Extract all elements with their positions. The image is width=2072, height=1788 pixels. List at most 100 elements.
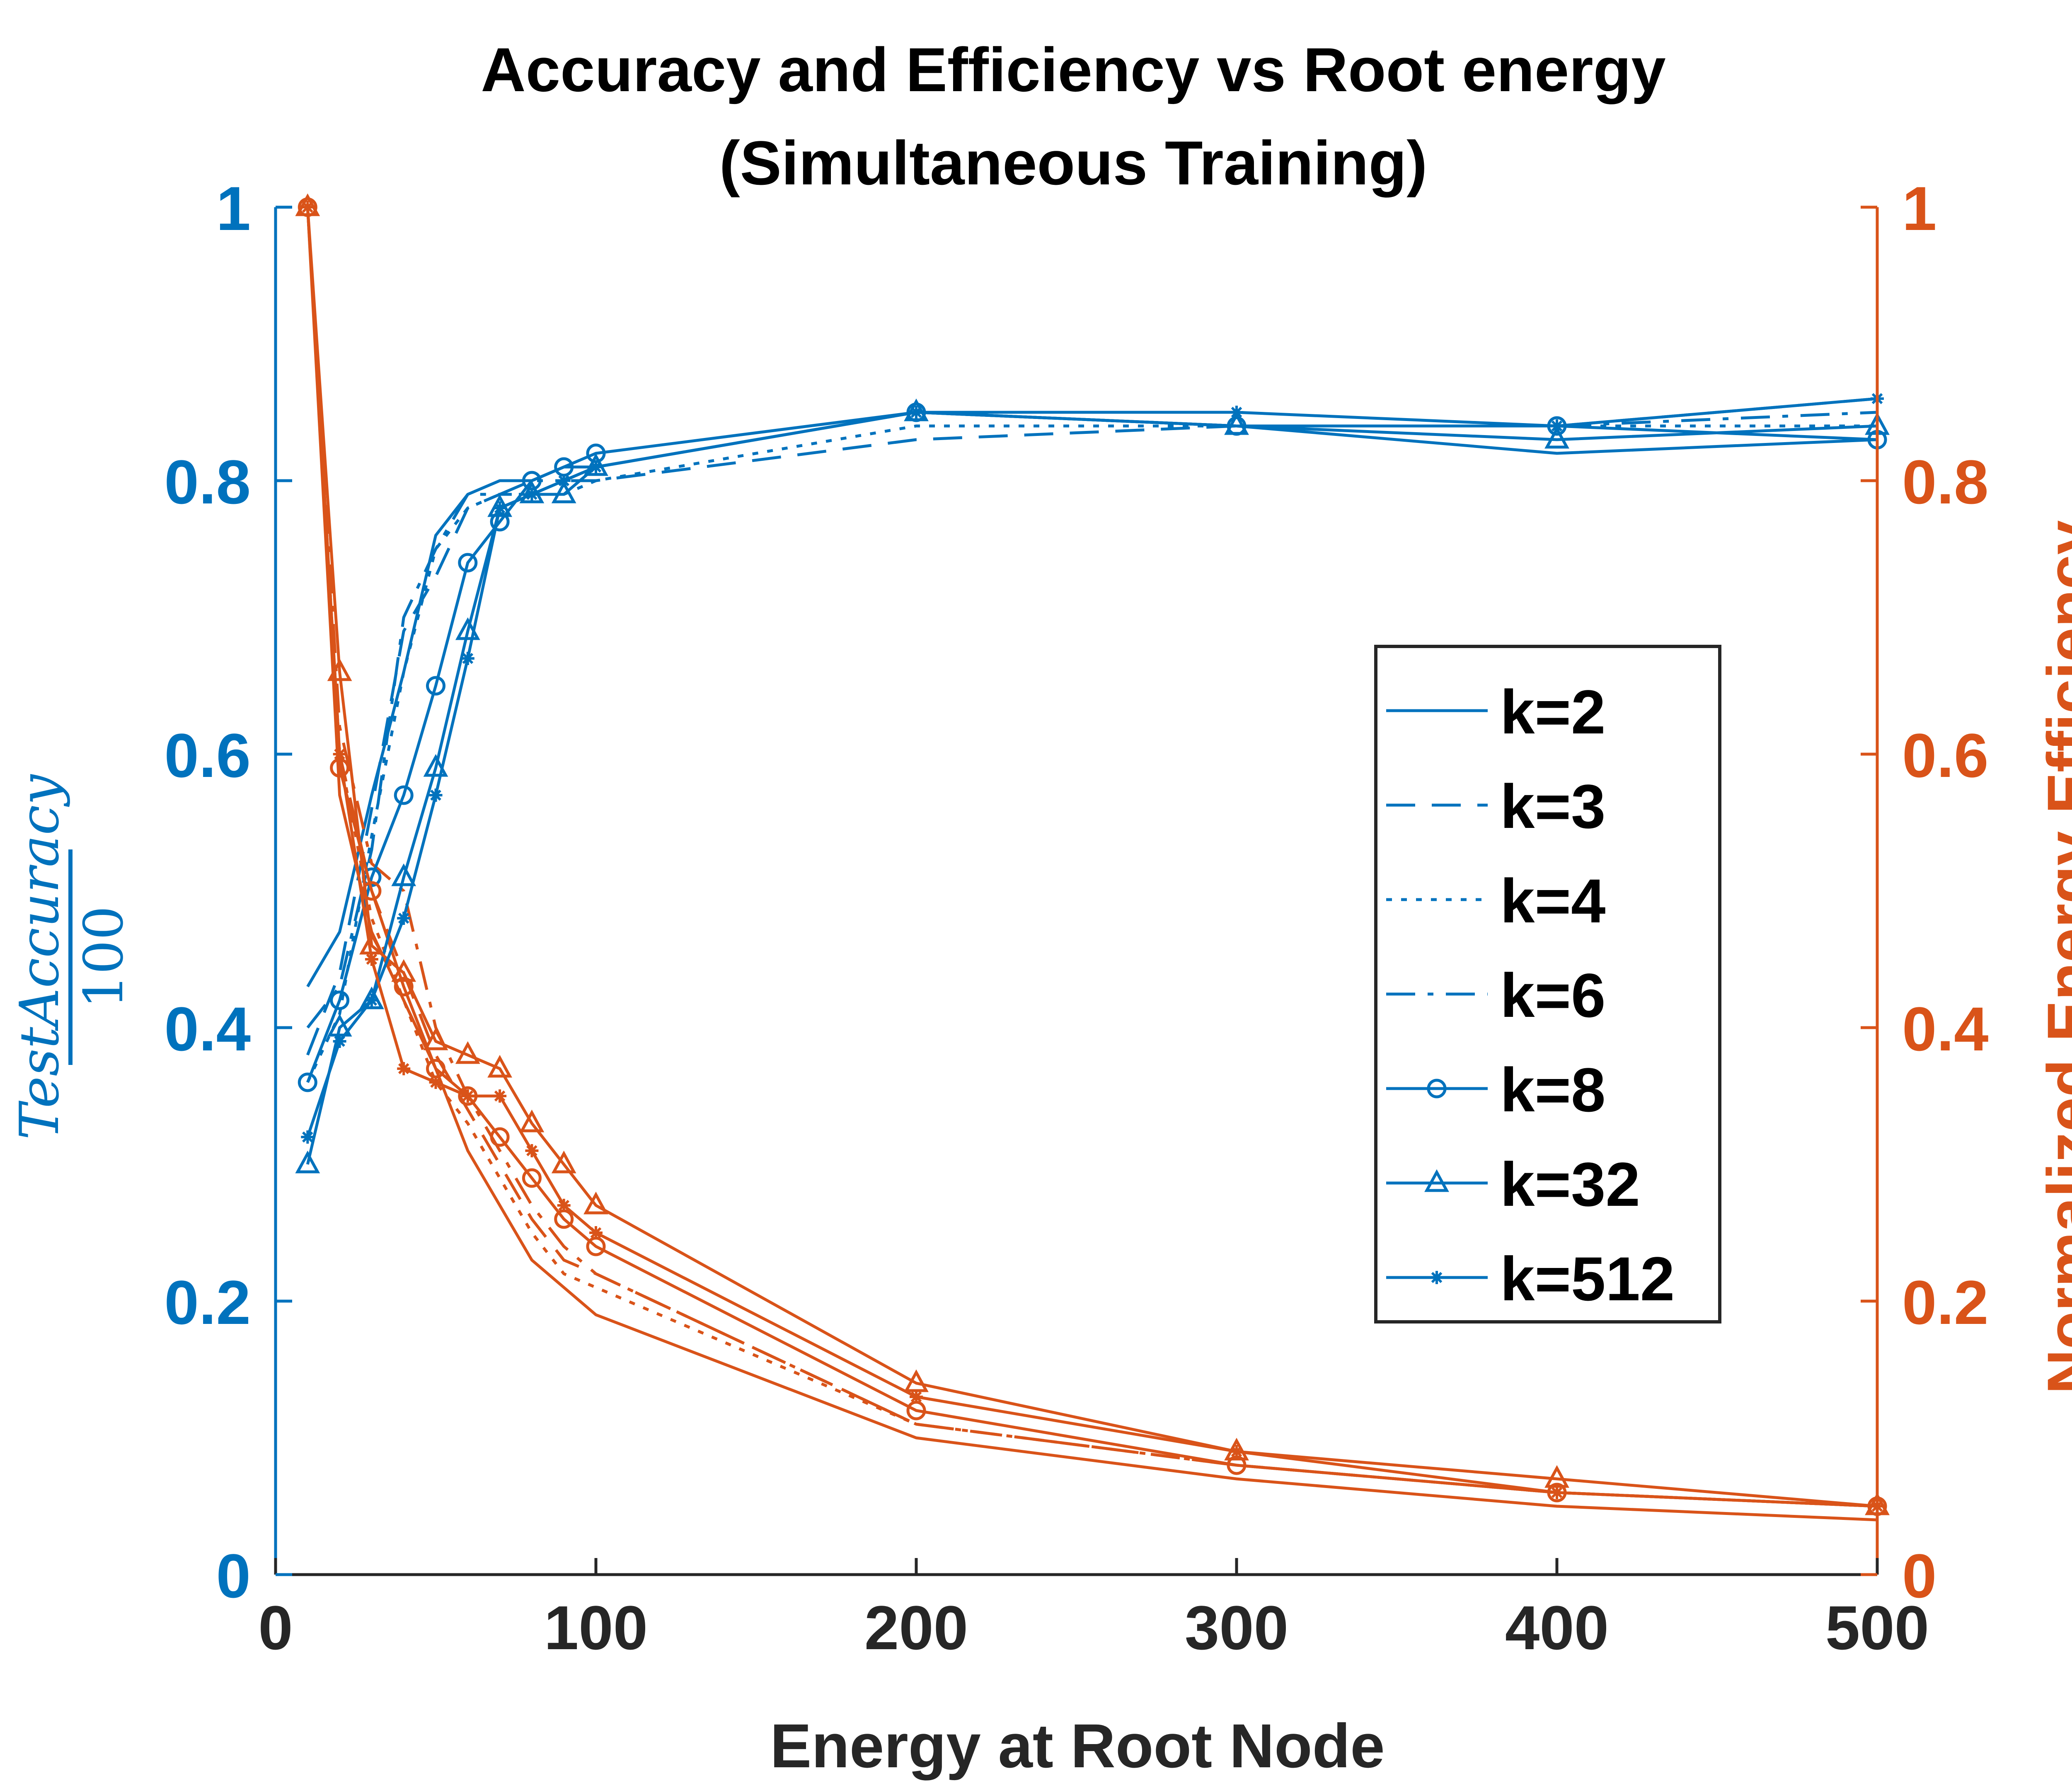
legend-label-k512: k=512 [1500, 1244, 1675, 1314]
legend-marker-k512-stroke [1431, 1272, 1443, 1283]
y-right-tick-label: 1 [1902, 174, 1936, 243]
efficiency-line-k32 [306, 207, 1878, 1508]
y-axis-left-label-numerator: TestAccuracy [8, 774, 71, 1140]
accuracy-marker-k512-stroke [526, 489, 537, 500]
efficiency-line-k8 [306, 207, 1878, 1508]
efficiency-marker-k512-stroke [910, 1391, 922, 1403]
accuracy-marker-k8 [298, 1072, 317, 1092]
efficiency-marker-k512-stroke [334, 748, 345, 760]
y-right-tick-label: 0.2 [1902, 1268, 1989, 1337]
accuracy-marker-k512-stroke [366, 994, 378, 1006]
legend-marker-k512 [1430, 1271, 1443, 1284]
accuracy-marker-k512-stroke [462, 653, 474, 664]
accuracy-marker-k512 [589, 460, 603, 474]
legend: k=2 k=3 k=4 k=6 k=8 k=32 k=512 [1374, 645, 1721, 1323]
legend-box [1374, 645, 1721, 1323]
efficiency-marker-k512 [1550, 1486, 1564, 1499]
accuracy-marker-k512-stroke [430, 789, 441, 801]
efficiency-marker-k8 [394, 977, 414, 997]
accuracy-marker-k512 [557, 474, 571, 487]
x-axis-label: Energy at Root Node [770, 1711, 1385, 1781]
efficiency-marker-k32 [455, 1041, 480, 1064]
efficiency-marker-k512-stroke [494, 1090, 506, 1102]
legend-label-k4: k=4 [1500, 866, 1605, 936]
accuracy-line-k3 [306, 397, 1878, 1056]
efficiency-marker-k512 [525, 1144, 539, 1157]
accuracy-marker-k512 [525, 488, 539, 501]
accuracy-marker-k32 [423, 754, 448, 777]
efficiency-marker-k512 [461, 1089, 474, 1103]
accuracy-line-k512 [306, 397, 1878, 1138]
efficiency-marker-k512 [397, 1062, 411, 1075]
chart-title-line-2: (Simultaneous Training) [719, 128, 1427, 198]
y-left-tick-label: 0.2 [164, 1268, 251, 1337]
efficiency-marker-k512 [493, 1089, 507, 1103]
accuracy-marker-k8 [394, 785, 414, 805]
efficiency-marker-k8 [490, 1127, 510, 1147]
y-left-tick-label: 0 [216, 1541, 251, 1611]
efficiency-marker-k512-stroke [398, 1063, 409, 1074]
accuracy-marker-k512 [397, 912, 411, 925]
y-right-tick-label: 0.4 [1902, 994, 1989, 1064]
accuracy-marker-k512-stroke [558, 475, 570, 486]
y-right-tick-label: 0.6 [1902, 721, 1989, 790]
accuracy-marker-k512 [301, 1130, 315, 1144]
accuracy-marker-k512-stroke [590, 461, 602, 473]
accuracy-marker-k32 [551, 480, 576, 503]
efficiency-marker-k512-stroke [430, 1077, 441, 1088]
x-tick-label: 500 [1825, 1593, 1929, 1662]
efficiency-marker-k32 [391, 959, 416, 982]
efficiency-marker-k512-stroke [590, 1227, 602, 1239]
accuracy-marker-k512 [461, 652, 474, 665]
axes: 0 100 200 300 400 50000.20.40.60.8100.20.40.6… [164, 174, 1988, 1662]
accuracy-marker-k512-stroke [910, 406, 922, 418]
legend-marker-k8 [1427, 1079, 1447, 1098]
efficiency-marker-k32 [487, 1055, 512, 1078]
efficiency-line-k512 [306, 207, 1878, 1508]
efficiency-marker-k32 [583, 1191, 608, 1215]
plot-area [295, 193, 1890, 1522]
accuracy-marker-k32 [1224, 412, 1249, 435]
y-left-tick-label: 0.4 [164, 994, 251, 1064]
efficiency-marker-k512 [429, 1076, 443, 1089]
efficiency-marker-k512 [589, 1226, 603, 1239]
efficiency-marker-k32 [423, 1027, 448, 1050]
accuracy-marker-k8 [458, 553, 478, 573]
efficiency-marker-k512 [365, 953, 378, 966]
legend-marker-k32 [1424, 1169, 1449, 1192]
accuracy-marker-k512 [1230, 406, 1243, 419]
efficiency-marker-k512-stroke [462, 1090, 474, 1102]
accuracy-marker-k512 [1550, 419, 1564, 433]
accuracy-line-k6 [306, 411, 1878, 1029]
accuracy-marker-k512 [429, 789, 443, 802]
y-left-tick-label: 0.6 [164, 721, 251, 790]
accuracy-marker-k512-stroke [1551, 420, 1563, 432]
y-right-tick-label: 0.8 [1902, 447, 1989, 517]
accuracy-marker-k512-stroke [494, 502, 506, 514]
efficiency-marker-k512-stroke [366, 953, 378, 965]
accuracy-marker-k32 [904, 398, 929, 421]
accuracy-marker-k512-stroke [334, 1036, 345, 1047]
efficiency-marker-k8 [522, 1168, 542, 1188]
legend-label-k2: k=2 [1500, 677, 1605, 747]
y-right-tick-label: 0 [1902, 1541, 1936, 1611]
y-axis-left-label: TestAccuracy 100 [8, 774, 135, 1140]
legend-label-k3: k=3 [1500, 772, 1605, 841]
x-tick-label: 100 [544, 1593, 648, 1662]
x-tick-label: 0 [258, 1593, 293, 1662]
accuracy-marker-k32 [391, 863, 416, 886]
accuracy-marker-k512 [365, 994, 378, 1007]
efficiency-marker-k512 [1230, 1445, 1243, 1458]
y-left-tick-label: 0.8 [164, 447, 251, 517]
y-axis-left-label-denominator: 100 [72, 906, 135, 1009]
legend-label-k8: k=8 [1500, 1055, 1605, 1125]
efficiency-marker-k512 [333, 748, 346, 761]
efficiency-marker-k512 [910, 1390, 923, 1403]
accuracy-marker-k32 [295, 1150, 320, 1173]
accuracy-marker-k512-stroke [302, 1131, 313, 1143]
efficiency-marker-k32 [519, 1109, 545, 1132]
efficiency-marker-k32 [551, 1150, 576, 1173]
efficiency-marker-k512-stroke [526, 1145, 537, 1157]
